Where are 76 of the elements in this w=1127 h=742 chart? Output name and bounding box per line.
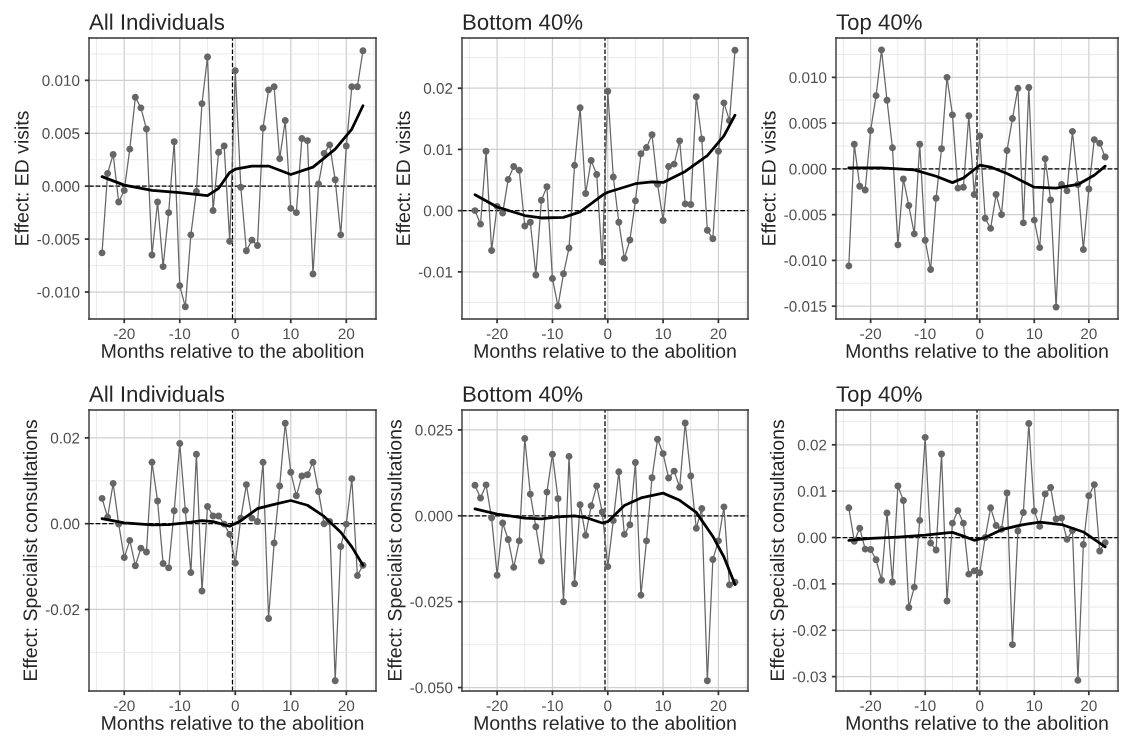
x-tick-label: -10 [542, 700, 563, 712]
x-tick-label: 20 [338, 700, 355, 712]
x-axis-title: Months relative to the abolition [474, 343, 736, 358]
y-tick-label: 0.005 [789, 117, 827, 129]
x-tick-label: -20 [113, 700, 135, 712]
chart-title: Top 40% [836, 386, 922, 407]
x-tick-label: 20 [710, 700, 727, 712]
y-tick-label: 0.000 [789, 163, 827, 175]
y-tick-label: 0.02 [797, 439, 827, 451]
y-tick-label: 0.00 [50, 518, 80, 530]
x-tick-label: 0 [231, 328, 239, 340]
y-tick-label: 0.01 [423, 144, 453, 156]
y-tick-label: -0.010 [784, 255, 827, 267]
x-tick-label: 10 [1026, 700, 1043, 712]
x-tick-label: 10 [1026, 328, 1043, 340]
chart-title: All Individuals [89, 13, 225, 30]
y-axis-title: Effect: Specialist consultations [22, 420, 41, 681]
y-tick-label: -0.02 [45, 604, 80, 616]
y-tick-label: 0.01 [797, 486, 827, 497]
x-tick-label: -20 [860, 328, 882, 340]
y-tick-label: -0.005 [37, 233, 80, 245]
y-tick-label: 0.02 [423, 83, 453, 94]
y-tick-label: 0.010 [42, 75, 80, 87]
x-tick-label: 10 [283, 328, 299, 340]
x-tick-label: 10 [655, 328, 671, 340]
x-tick-label: -20 [486, 700, 508, 712]
y-axis-title: Effect: ED visits [761, 111, 776, 245]
y-tick-label: -0.010 [37, 286, 80, 298]
y-tick-label: 0.00 [423, 205, 453, 217]
y-tick-label: -0.01 [418, 266, 453, 278]
x-tick-label: -20 [860, 700, 882, 712]
x-tick-label: -10 [542, 328, 563, 340]
chart-title: All Individuals [89, 385, 225, 402]
y-axis-title: Effect: ED visits [14, 111, 29, 245]
x-axis-title: Months relative to the abolition [474, 715, 736, 730]
x-tick-label: -10 [169, 700, 191, 712]
y-tick-label: 0.005 [42, 128, 80, 139]
y-tick-label: 0.02 [50, 432, 80, 444]
x-tick-label: -10 [914, 700, 936, 712]
y-tick-label: -0.050 [410, 682, 453, 694]
x-tick-label: 0 [604, 328, 612, 340]
y-axis-title: Effect: Specialist consultations [387, 420, 406, 681]
x-tick-label: 20 [710, 328, 727, 340]
y-tick-label: 0.000 [415, 510, 453, 522]
y-tick-label: -0.01 [792, 578, 827, 590]
x-tick-label: 10 [655, 700, 671, 712]
x-axis-title: Months relative to the abolition [846, 343, 1108, 358]
y-axis-title: Effect: ED visits [395, 111, 411, 245]
x-tick-label: 0 [976, 328, 984, 340]
y-tick-label: -0.025 [410, 596, 453, 608]
y-tick-label: -0.03 [792, 671, 827, 683]
x-tick-label: 20 [1081, 700, 1097, 712]
x-axis-title: Months relative to the abolition [846, 715, 1108, 730]
y-tick-label: -0.015 [784, 301, 827, 312]
chart-title: Bottom 40% [463, 386, 583, 402]
y-tick-label: 0.000 [42, 181, 80, 192]
y-tick-label: 0.010 [789, 72, 827, 84]
chart-title: Bottom 40% [463, 14, 583, 30]
x-axis-title: Months relative to the abolition [102, 715, 364, 730]
x-tick-label: -10 [914, 328, 936, 340]
y-tick-label: 0.025 [415, 424, 453, 436]
x-tick-label: 0 [976, 700, 984, 712]
x-tick-label: 0 [231, 700, 239, 712]
y-tick-label: 0.00 [797, 532, 827, 544]
x-tick-label: -20 [113, 328, 135, 340]
y-axis-title: Effect: Specialist consultations [769, 420, 788, 681]
y-tick-label: -0.005 [784, 209, 827, 221]
y-tick-label: -0.02 [792, 625, 827, 636]
x-tick-label: -10 [169, 328, 191, 340]
x-tick-label: 10 [283, 700, 299, 712]
x-tick-label: 20 [1081, 328, 1097, 340]
x-tick-label: 0 [604, 700, 612, 712]
chart-title: Top 40% [836, 14, 922, 35]
x-axis-title: Months relative to the abolition [102, 343, 364, 358]
x-tick-label: 20 [338, 328, 355, 340]
x-tick-label: -20 [486, 328, 508, 340]
